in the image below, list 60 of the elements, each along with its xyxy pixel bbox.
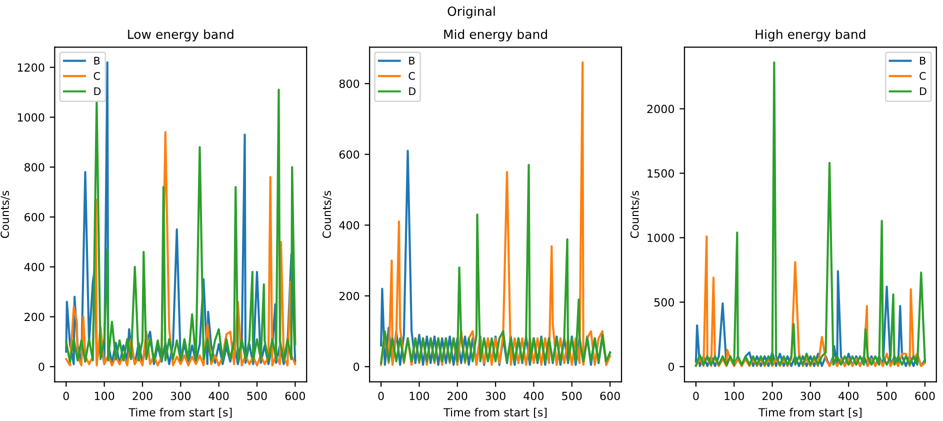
x-tick-label: 600 [285,392,306,400]
x-tick-label: 600 [915,392,935,400]
y-tick-label: 200 [339,292,360,300]
x-tick-label: 100 [94,392,114,400]
x-tick-label: 0 [378,392,384,400]
text: Original [448,6,495,18]
x-axis-title: Time from start [s] [758,408,862,418]
x-tick-label: 100 [410,392,430,400]
x-tick-label: 400 [524,392,544,400]
legend-label: D [409,87,416,96]
y-tick-label: 0 [668,362,674,372]
legend-label: D [920,87,926,96]
y-tick-label: 2000 [647,104,674,114]
y-tick-label: 0 [38,362,44,372]
y-tick-label: 1000 [648,234,674,242]
y-axis-title: Counts/s [0,190,10,238]
x-tick-label: 0 [63,392,69,400]
legend-label: C [408,72,415,80]
x-tick-label: 100 [724,392,744,400]
legend-label: B [94,56,100,64]
y-tick-label: 600 [339,150,360,159]
x-tick-label: 400 [208,392,229,400]
y-axis-title: Counts/s [630,190,640,238]
line-series [65,131,296,366]
line-series [694,270,926,368]
x-tick-label: 400 [838,392,858,400]
x-tick-label: 300 [800,392,820,400]
x-axis-title: Time from start [s] [128,408,232,418]
x-tick-label: 600 [600,392,620,400]
x-tick-label: 0 [693,392,699,400]
legend-label: D [94,87,101,96]
legend-label: C [94,72,100,80]
chart-title: High energy band [756,29,866,42]
y-tick-label: 800 [24,163,44,172]
y-tick-label: 1500 [648,169,674,178]
x-tick-label: 500 [562,392,582,400]
chart-title: Low energy band [128,29,234,42]
x-tick-label: 500 [247,392,267,400]
y-tick-label: 800 [339,80,360,88]
x-tick-label: 200 [448,392,468,400]
y-tick-label: 0 [354,362,360,372]
y-tick-label: 400 [24,262,44,272]
x-tick-label: 300 [170,392,191,400]
y-tick-label: 1200 [18,63,44,72]
x-tick-label: 500 [877,392,897,400]
y-tick-label: 200 [24,312,44,322]
y-tick-label: 500 [654,298,674,307]
chart-title: Mid energy band [444,29,547,42]
legend-label: B [409,56,415,64]
line-series [694,235,926,368]
x-tick-label: 200 [132,392,152,400]
y-axis-title: Counts/s [322,190,332,238]
y-tick-label: 1000 [18,113,44,122]
x-axis-title: Time from start [s] [444,408,547,418]
y-tick-label: 600 [24,212,44,222]
y-tick-label: 400 [339,221,360,230]
x-tick-label: 200 [762,392,782,400]
legend-label: C [920,72,926,80]
x-tick-label: 300 [486,392,506,400]
legend-label: B [920,56,926,64]
